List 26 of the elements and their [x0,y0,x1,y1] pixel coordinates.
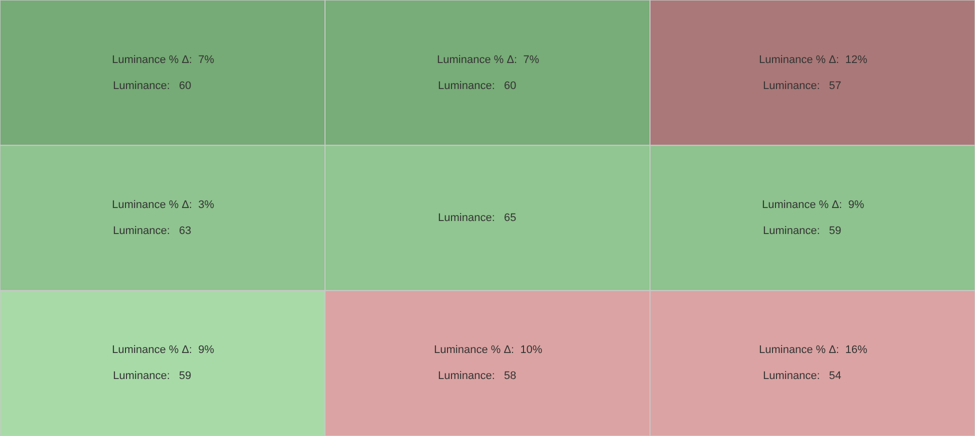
data-label: 60 [179,80,192,92]
annotation: Luminance % Δ: 7% [437,54,540,66]
data-label: 65 [504,212,516,224]
annotation: Luminance % Δ: 12% [759,54,868,66]
text: Luminance: [113,225,170,237]
data-label: 59 [179,370,192,382]
text: Luminance: [763,225,820,237]
annotation: Luminance % Δ: 16% [759,344,868,356]
text: Luminance: [438,212,495,224]
annotation: Luminance % Δ: 10% [434,344,542,356]
data-label: 54 [829,370,842,382]
text: Luminance: [113,370,170,382]
data-label: 63 [179,225,192,237]
text: Luminance: [763,370,820,382]
text: Luminance: [438,370,495,382]
color-bar-title: Luminance: [113,80,170,92]
annotation: Luminance % Δ: 3% [112,199,214,211]
annotation: Luminance % Δ: 9% [762,199,864,211]
data-label: 60 [504,80,516,92]
annotation: Luminance % Δ: 7% [112,54,214,66]
data-label: 59 [829,225,842,237]
data-label: 57 [829,80,842,92]
text: Luminance: [438,80,495,92]
annotation: Luminance % Δ: 9% [112,344,214,356]
data-label: 58 [504,370,516,382]
text: Luminance: [763,80,820,92]
